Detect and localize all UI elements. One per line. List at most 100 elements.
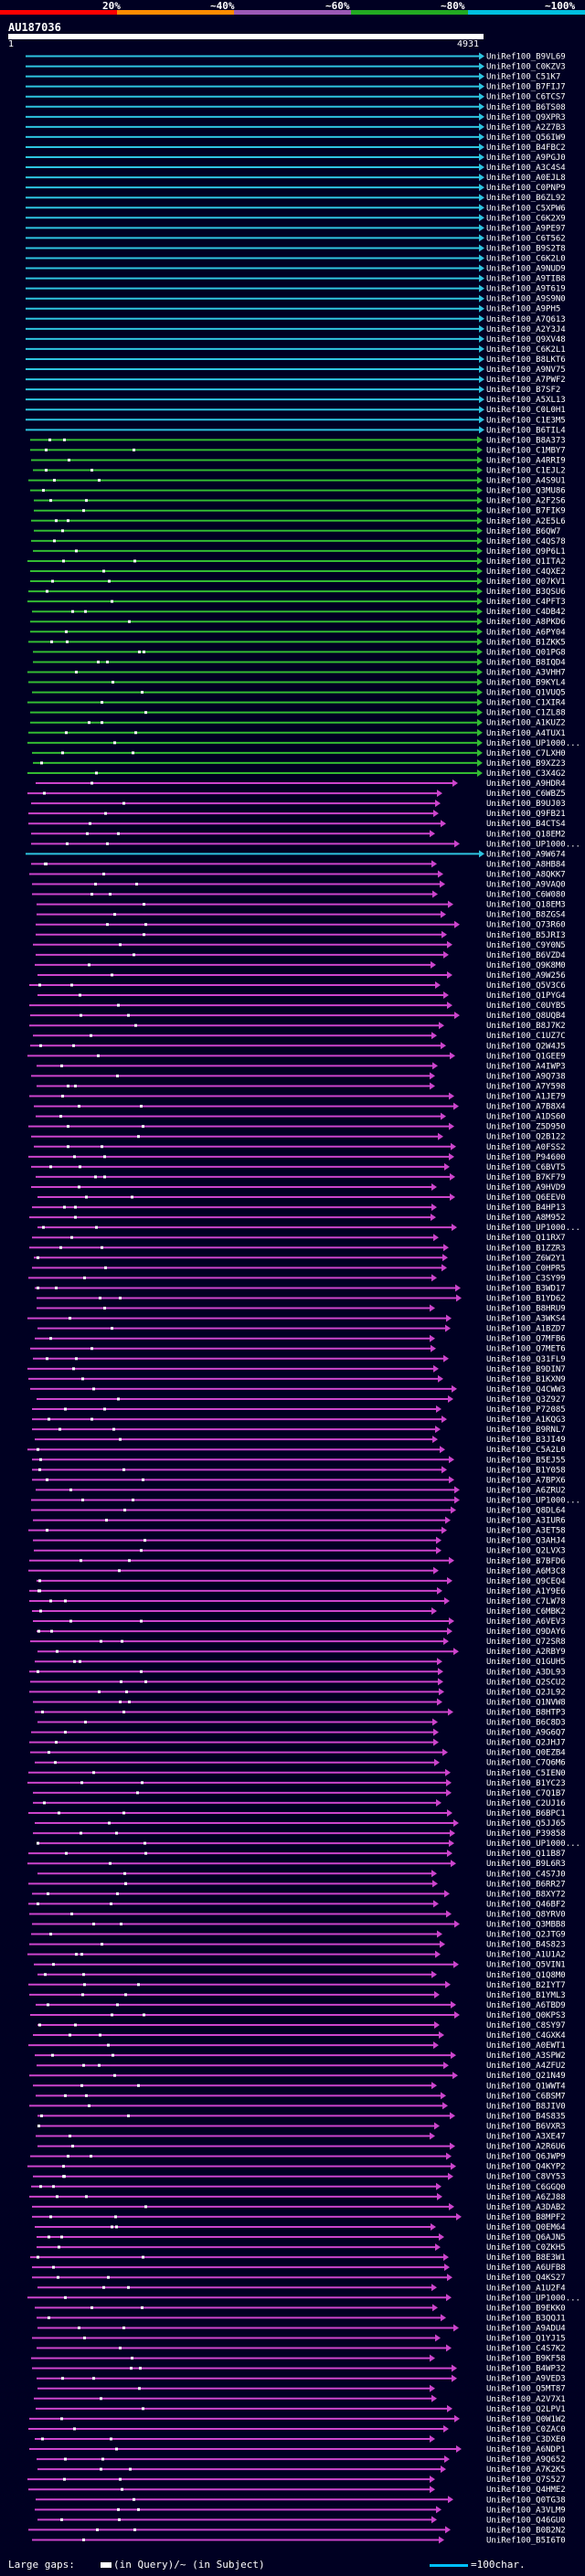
hit-label[interactable]: UniRef100_Q1NVW8 bbox=[486, 1698, 566, 1707]
hit-label[interactable]: UniRef100_C6BVT5 bbox=[486, 1163, 566, 1172]
hit-label[interactable]: UniRef100_C1UZ7C bbox=[486, 1032, 566, 1041]
hit-row[interactable]: UniRef100_B8HTP3 bbox=[35, 1708, 566, 1717]
hit-row[interactable]: UniRef100_Q9P6L1 bbox=[33, 546, 566, 557]
hit-label[interactable]: UniRef100_A3DAB2 bbox=[486, 2203, 566, 2212]
hit-label[interactable]: UniRef100_B1ZZR3 bbox=[486, 1244, 566, 1253]
hit-label[interactable]: UniRef100_A6PY04 bbox=[486, 628, 566, 637]
hit-row[interactable]: UniRef100_B5EJ55 bbox=[32, 1456, 566, 1465]
hit-label[interactable]: UniRef100_C7Q6M6 bbox=[486, 1759, 566, 1768]
hit-label[interactable]: UniRef100_A0FSS2 bbox=[486, 1143, 566, 1152]
hit-label[interactable]: UniRef100_A9Q652 bbox=[486, 2455, 566, 2465]
hit-row[interactable]: UniRef100_B4FBC2 bbox=[26, 143, 566, 153]
hit-label[interactable]: UniRef100_B1YML3 bbox=[486, 1991, 566, 2000]
hit-row[interactable]: UniRef100_C4QS78 bbox=[31, 536, 566, 546]
hit-row[interactable]: UniRef100_Q2JL92 bbox=[29, 1688, 566, 1697]
hit-row[interactable]: UniRef100_A4TUX1 bbox=[28, 728, 566, 738]
hit-row[interactable]: UniRef100_C6MBK2 bbox=[32, 1607, 566, 1617]
hit-row[interactable]: UniRef100_C7LXH0 bbox=[32, 748, 566, 758]
hit-row[interactable]: UniRef100_Q4CWW3 bbox=[30, 1384, 566, 1394]
hit-label[interactable]: UniRef100_Q2B122 bbox=[486, 1133, 566, 1142]
hit-label[interactable]: UniRef100_B7BFD6 bbox=[486, 1557, 566, 1566]
hit-label[interactable]: UniRef100_C1ZL88 bbox=[486, 709, 566, 718]
hit-label[interactable]: UniRef100_Q1GUH5 bbox=[486, 1658, 566, 1667]
hit-label[interactable]: UniRef100_B3JI49 bbox=[486, 1436, 566, 1445]
hit-row[interactable]: UniRef100_Q5MT87 bbox=[37, 2384, 566, 2394]
hit-row[interactable]: UniRef100_B4S835 bbox=[37, 2112, 566, 2121]
hit-label[interactable]: UniRef100_C5IEN0 bbox=[486, 1769, 566, 1778]
hit-row[interactable]: UniRef100_B0B2N2 bbox=[28, 2526, 566, 2535]
hit-label[interactable]: UniRef100_B6RR27 bbox=[486, 1880, 566, 1889]
hit-row[interactable]: UniRef100_A7K2K5 bbox=[37, 2465, 566, 2475]
hit-row[interactable]: UniRef100_Q2LVX3 bbox=[34, 1546, 566, 1556]
hit-label[interactable]: UniRef100_B8XY72 bbox=[486, 1890, 566, 1899]
hit-row[interactable]: UniRef100_A9W256 bbox=[37, 970, 566, 981]
hit-row[interactable]: UniRef100_A6ZRU2 bbox=[36, 1486, 566, 1495]
hit-row[interactable]: UniRef100_Q9K8M0 bbox=[35, 960, 566, 970]
hit-row[interactable]: UniRef100_C4GXK4 bbox=[33, 2031, 566, 2041]
hit-row[interactable]: UniRef100_A9NV75 bbox=[26, 366, 566, 375]
hit-row[interactable]: UniRef100_C0HPR5 bbox=[32, 1264, 566, 1273]
hit-label[interactable]: UniRef100_A2Z7B3 bbox=[486, 123, 566, 133]
hit-row[interactable]: UniRef100_C3SY99 bbox=[28, 1274, 566, 1283]
hit-row[interactable]: UniRef100_A3IUR6 bbox=[33, 1516, 566, 1526]
hit-row[interactable]: UniRef100_A2F2S6 bbox=[34, 496, 566, 506]
hit-label[interactable]: UniRef100_Q2LVX3 bbox=[486, 1547, 566, 1556]
hit-row[interactable]: UniRef100_Q1VUQ5 bbox=[32, 688, 566, 698]
hit-row[interactable]: UniRef100_A1DS60 bbox=[36, 1112, 566, 1122]
hit-row[interactable]: UniRef100_A4IWP3 bbox=[37, 1062, 566, 1071]
hit-row[interactable]: UniRef100_Q1YJ15 bbox=[32, 2334, 566, 2344]
hit-label[interactable]: UniRef100_C3X4G2 bbox=[486, 769, 566, 779]
hit-row[interactable]: UniRef100_P72085 bbox=[32, 1405, 566, 1415]
hit-row[interactable]: UniRef100_A8QKK7 bbox=[29, 870, 566, 879]
hit-row[interactable]: UniRef100_B4WP32 bbox=[32, 2364, 566, 2374]
hit-row[interactable]: UniRef100_A2Y3J4 bbox=[26, 324, 566, 334]
hit-label[interactable]: UniRef100_A1U1A2 bbox=[486, 1951, 566, 1960]
hit-label[interactable]: UniRef100_B6TS08 bbox=[486, 103, 566, 112]
hit-label[interactable]: UniRef100_A6M3C8 bbox=[486, 1567, 566, 1576]
hit-label[interactable]: UniRef100_Q56IW9 bbox=[486, 133, 566, 143]
hit-label[interactable]: UniRef100_C8SY97 bbox=[486, 2021, 566, 2030]
hit-label[interactable]: UniRef100_B8IQD4 bbox=[486, 658, 566, 667]
hit-row[interactable]: UniRef100_Q6JWP9 bbox=[30, 2152, 566, 2162]
hit-label[interactable]: UniRef100_C0ZAC0 bbox=[486, 2425, 566, 2434]
hit-row[interactable]: UniRef100_UP1000... bbox=[31, 1496, 580, 1505]
hit-row[interactable]: UniRef100_A2V7X1 bbox=[34, 2394, 566, 2404]
hit-label[interactable]: UniRef100_C0HPR5 bbox=[486, 1264, 566, 1273]
hit-label[interactable]: UniRef100_A4ZFU2 bbox=[486, 2062, 566, 2071]
hit-row[interactable]: UniRef100_Q56IW9 bbox=[26, 133, 566, 143]
hit-label[interactable]: UniRef100_A1Y9E6 bbox=[486, 1587, 566, 1596]
hit-label[interactable]: UniRef100_UP1000... bbox=[486, 739, 580, 748]
hit-row[interactable]: UniRef100_B8LKT6 bbox=[26, 355, 566, 365]
hit-label[interactable]: UniRef100_A3IUR6 bbox=[486, 1517, 566, 1526]
hit-row[interactable]: UniRef100_A7BPX6 bbox=[32, 1476, 566, 1485]
hit-row[interactable]: UniRef100_Q3AHJ4 bbox=[33, 1536, 566, 1546]
hit-row[interactable]: UniRef100_Q1GUH5 bbox=[35, 1658, 566, 1667]
hit-label[interactable]: UniRef100_Q5V3C6 bbox=[486, 981, 566, 991]
hit-row[interactable]: UniRef100_A2R6U6 bbox=[37, 2142, 566, 2152]
hit-row[interactable]: UniRef100_B1YML3 bbox=[29, 1990, 566, 2000]
hit-row[interactable]: UniRef100_Q4KS27 bbox=[32, 2274, 566, 2283]
hit-label[interactable]: UniRef100_Q6AJN5 bbox=[486, 2233, 566, 2242]
hit-row[interactable]: UniRef100_A3ET58 bbox=[28, 1526, 566, 1536]
hit-row[interactable]: UniRef100_A6M3C8 bbox=[28, 1566, 566, 1576]
hit-label[interactable]: UniRef100_B4HP13 bbox=[486, 1203, 566, 1213]
hit-row[interactable]: UniRef100_B7BFD6 bbox=[29, 1556, 566, 1566]
hit-row[interactable]: UniRef100_Q7MFB6 bbox=[35, 1334, 566, 1344]
hit-row[interactable]: UniRef100_P94600 bbox=[28, 1152, 566, 1162]
hit-label[interactable]: UniRef100_C0UYB5 bbox=[486, 1002, 566, 1011]
hit-label[interactable]: UniRef100_Q0EM64 bbox=[486, 2223, 566, 2232]
hit-row[interactable]: UniRef100_A0FSS2 bbox=[34, 1142, 566, 1152]
hit-label[interactable]: UniRef100_A7B8X4 bbox=[486, 1103, 566, 1112]
hit-row[interactable]: UniRef100_A2E5L6 bbox=[31, 516, 566, 526]
hit-row[interactable]: UniRef100_C6TCS7 bbox=[26, 92, 566, 102]
hit-label[interactable]: UniRef100_Q0TG38 bbox=[486, 2496, 566, 2505]
hit-row[interactable]: UniRef100_C0ZKH5 bbox=[37, 2243, 566, 2253]
hit-row[interactable]: UniRef100_Q2SCU2 bbox=[30, 1678, 566, 1687]
hit-label[interactable]: UniRef100_B4WP32 bbox=[486, 2365, 566, 2374]
hit-row[interactable]: UniRef100_C1XIR4 bbox=[27, 698, 566, 708]
hit-label[interactable]: UniRef100_Q9CEQ4 bbox=[486, 1577, 566, 1586]
hit-label[interactable]: UniRef100_C6T562 bbox=[486, 234, 566, 243]
hit-row[interactable]: UniRef100_A3C4S4 bbox=[26, 164, 566, 173]
hit-row[interactable]: UniRef100_A5XL13 bbox=[26, 396, 566, 405]
hit-label[interactable]: UniRef100_B2IYT7 bbox=[486, 1981, 566, 1990]
